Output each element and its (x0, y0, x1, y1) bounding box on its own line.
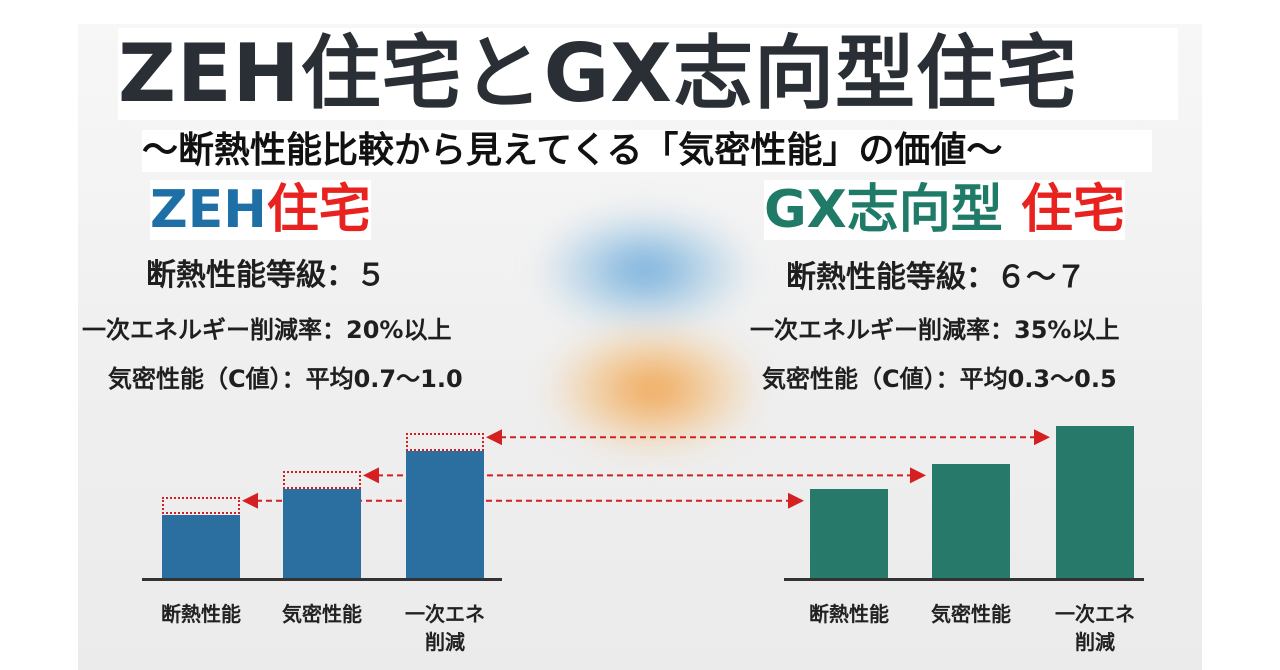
zeh-xtick-label-3-line-1: 一次エネ (405, 602, 485, 626)
gx-xtick-label-3: 一次エネ 削減 (1040, 600, 1150, 656)
page-subtitle: ～断熱性能比較から見えてくる「気密性能」の価値～ (142, 130, 1152, 172)
gx-xtick-label-3-line-1: 一次エネ (1055, 602, 1135, 626)
gx-airtightness: 気密性能（C値）：平均0.3～0.5 (762, 365, 1117, 393)
zeh-xtick-label-2: 気密性能 (267, 600, 377, 628)
page-title: ZEH住宅とGX志向型住宅 (118, 28, 1178, 120)
zeh-xtick-label-1-line-1: 断熱性能 (161, 602, 241, 626)
gx-bar-1 (810, 489, 888, 578)
comparison-arrows (242, 429, 1050, 509)
infographic-canvas: ZEH住宅とGX志向型住宅 ～断熱性能比較から見えてくる「気密性能」の価値～ Z… (78, 24, 1202, 670)
zeh-bar-1 (162, 514, 240, 578)
gx-xtick-label-2: 気密性能 (916, 600, 1026, 628)
zeh-gap-box-2 (283, 471, 361, 490)
gx-bar-3 (1056, 425, 1134, 578)
gx-heading-red: 住宅 (1020, 180, 1125, 240)
zeh-xtick-label-1: 断熱性能 (146, 600, 256, 628)
zeh-chart-baseline (142, 578, 502, 581)
zeh-heading-main: ZEH (150, 180, 267, 240)
gx-bar-2 (932, 463, 1010, 578)
zeh-xtick-label-2-line-1: 気密性能 (282, 602, 362, 626)
zeh-gap-box-3 (406, 433, 484, 451)
gx-energy-reduction: 一次エネルギー削減率：35%以上 (750, 316, 1120, 344)
zeh-bar-2 (283, 489, 361, 578)
gx-xtick-label-1: 断熱性能 (794, 600, 904, 628)
gx-heading: GX志向型 住宅 (764, 180, 1125, 240)
blurred-blue-blob (540, 210, 750, 330)
zeh-gap-box-1 (162, 496, 240, 515)
zeh-xtick-label-3-line-2: 削減 (425, 630, 465, 654)
zeh-heading: ZEH住宅 (150, 180, 371, 240)
gx-xtick-label-2-line-1: 気密性能 (931, 602, 1011, 626)
zeh-energy-reduction: 一次エネルギー削減率：20%以上 (82, 316, 452, 344)
gx-insulation-grade: 断熱性能等級：６～７ (786, 260, 1086, 295)
zeh-bar-3 (406, 451, 484, 578)
zeh-airtightness: 気密性能（C値）：平均0.7～1.0 (108, 365, 463, 393)
zeh-xtick-label-3: 一次エネ 削減 (390, 600, 500, 656)
gx-xtick-label-3-line-2: 削減 (1075, 630, 1115, 654)
zeh-insulation-grade: 断熱性能等級：５ (146, 258, 386, 293)
gx-xtick-label-1-line-1: 断熱性能 (809, 602, 889, 626)
gx-chart-baseline (784, 578, 1144, 581)
zeh-heading-red: 住宅 (266, 180, 371, 240)
gx-heading-main: GX志向型 (764, 180, 1003, 240)
